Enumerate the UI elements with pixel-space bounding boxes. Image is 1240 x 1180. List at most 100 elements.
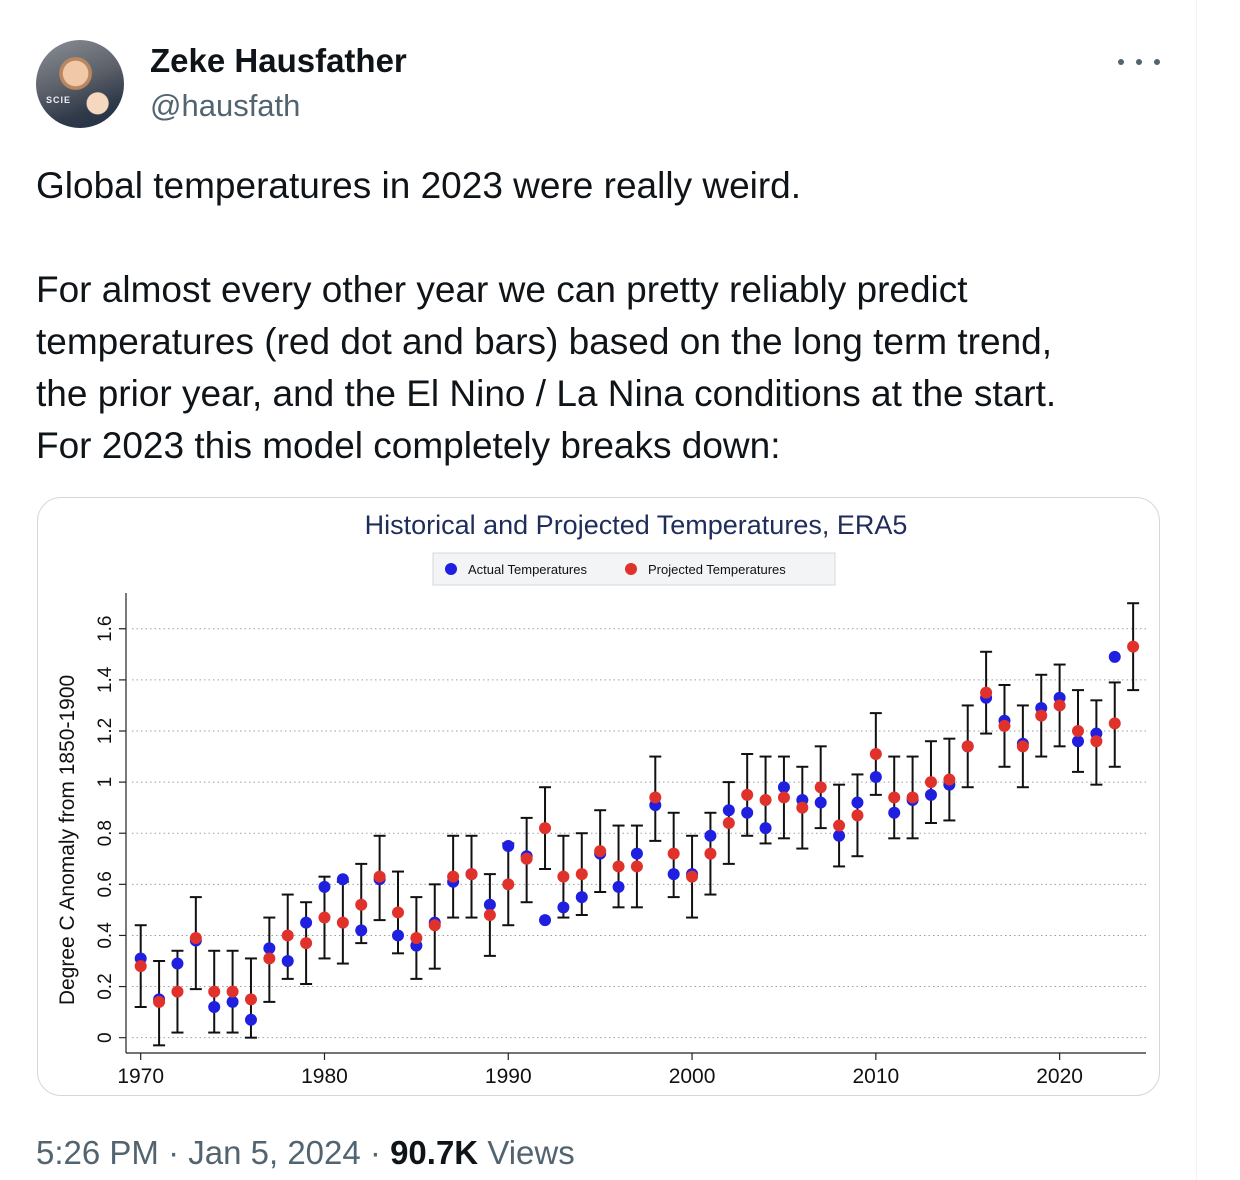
projected-point <box>704 847 717 860</box>
separator-dot: · <box>369 1134 381 1171</box>
legend-marker-projected <box>625 563 637 575</box>
chart-marks <box>134 602 1140 1047</box>
projected-point <box>244 993 257 1006</box>
avatar[interactable]: SCIE <box>36 40 124 128</box>
actual-point <box>1108 650 1121 663</box>
actual-point <box>759 822 772 835</box>
actual-point <box>336 873 349 886</box>
projected-point <box>447 870 460 883</box>
y-tick-label: 1.6 <box>95 616 116 642</box>
actual-point <box>392 929 404 942</box>
projected-point <box>300 937 313 950</box>
projected-point <box>961 740 974 753</box>
actual-point <box>741 806 754 819</box>
legend-label-actual: Actual Temperatures <box>468 562 587 577</box>
projected-point <box>980 686 993 699</box>
projected-point <box>189 932 202 944</box>
projected-point <box>226 985 239 998</box>
actual-point <box>539 914 552 927</box>
actual-point <box>575 891 588 904</box>
more-horizontal-icon[interactable] <box>1118 48 1160 76</box>
y-tick-label: 1.4 <box>95 666 116 693</box>
actual-point <box>318 880 331 893</box>
author-name[interactable]: Zeke Hausfather <box>150 42 407 79</box>
y-tick-label: 0 <box>95 1032 116 1043</box>
actual-point <box>704 829 717 842</box>
projected-point <box>1127 640 1140 653</box>
y-tick-label: 0.2 <box>95 973 116 999</box>
x-tick-label: 1990 <box>485 1065 532 1088</box>
projected-point <box>741 788 754 801</box>
actual-point <box>667 868 680 881</box>
legend-label-projected: Projected Temperatures <box>648 562 786 577</box>
projected-point <box>281 929 294 942</box>
actual-point <box>851 796 864 809</box>
actual-point <box>888 806 901 819</box>
actual-point <box>300 916 313 929</box>
projected-point <box>410 932 423 944</box>
projected-point <box>171 985 184 998</box>
projected-point <box>777 791 790 804</box>
actual-point <box>502 840 515 852</box>
chart-grid <box>132 628 1146 1039</box>
legend-marker-actual <box>445 563 457 575</box>
actual-point <box>355 924 368 937</box>
projected-point <box>851 809 864 822</box>
actual-point <box>171 957 184 970</box>
projected-point <box>208 985 221 998</box>
more-dot <box>1118 59 1124 65</box>
actual-point <box>833 829 846 842</box>
tweet-line: temperatures (red dot and bars) based on… <box>36 321 1053 362</box>
actual-point <box>557 901 570 914</box>
chart-axes: 0 0.2 0.4 0.6 0.8 1 1.2 1.4 1.6 1970 1980 1990 2000 2… <box>95 593 1146 1088</box>
actual-point <box>263 942 276 955</box>
separator-dot: · <box>168 1134 180 1171</box>
actual-point <box>208 1001 221 1013</box>
actual-point <box>612 880 625 893</box>
projected-point <box>796 801 809 814</box>
projected-point <box>1035 709 1048 722</box>
x-tick-label: 1970 <box>117 1065 164 1088</box>
projected-point <box>924 776 937 789</box>
projected-point <box>336 916 349 929</box>
projected-point <box>373 870 386 883</box>
tweet-line: Global temperatures in 2023 were really … <box>36 165 802 206</box>
projected-point <box>318 911 331 924</box>
paragraph-gap <box>36 212 1166 264</box>
chart-legend: Actual Temperatures Projected Temperatur… <box>432 552 836 586</box>
projected-point <box>667 847 680 860</box>
projected-point <box>1072 725 1084 737</box>
x-tick-label: 1980 <box>301 1065 348 1088</box>
actual-point <box>869 771 882 783</box>
projected-point <box>833 819 846 832</box>
y-tick-label: 0.8 <box>95 820 116 846</box>
projected-point <box>649 791 662 804</box>
projected-point <box>943 773 956 786</box>
y-tick-label: 0.4 <box>95 922 116 949</box>
projected-point <box>1090 735 1103 748</box>
tweet-line: the prior year, and the El Nino / La Nin… <box>36 373 1057 414</box>
actual-point <box>814 796 827 809</box>
projected-point <box>869 748 882 760</box>
projected-point <box>465 868 478 881</box>
tweet-time: 5:26 PM <box>36 1134 159 1171</box>
tweet-media-card[interactable]: Historical and Projected Temperatures, E… <box>37 497 1160 1096</box>
tweet-timestamp[interactable]: 5:26 PM · Jan 5, 2024 · 90.7K Views <box>36 1134 575 1172</box>
projected-point <box>134 960 147 973</box>
projected-point <box>520 852 533 865</box>
actual-point <box>722 804 735 817</box>
author-handle[interactable]: @hausfath <box>150 88 301 123</box>
projected-point <box>906 791 919 804</box>
projected-point <box>594 845 607 858</box>
projected-point <box>722 817 735 829</box>
actual-point <box>483 898 496 911</box>
y-axis-label: Degree C Anomaly from 1850-1900 <box>56 675 79 1005</box>
tweet-date: Jan 5, 2024 <box>188 1134 361 1171</box>
projected-point <box>686 870 699 883</box>
projected-point <box>392 906 404 919</box>
x-tick-label: 2010 <box>852 1065 899 1088</box>
projected-point <box>1108 717 1121 730</box>
timeline-border <box>1196 0 1197 1180</box>
views-count: 90.7K <box>390 1134 479 1171</box>
x-tick-label: 2000 <box>669 1065 716 1088</box>
